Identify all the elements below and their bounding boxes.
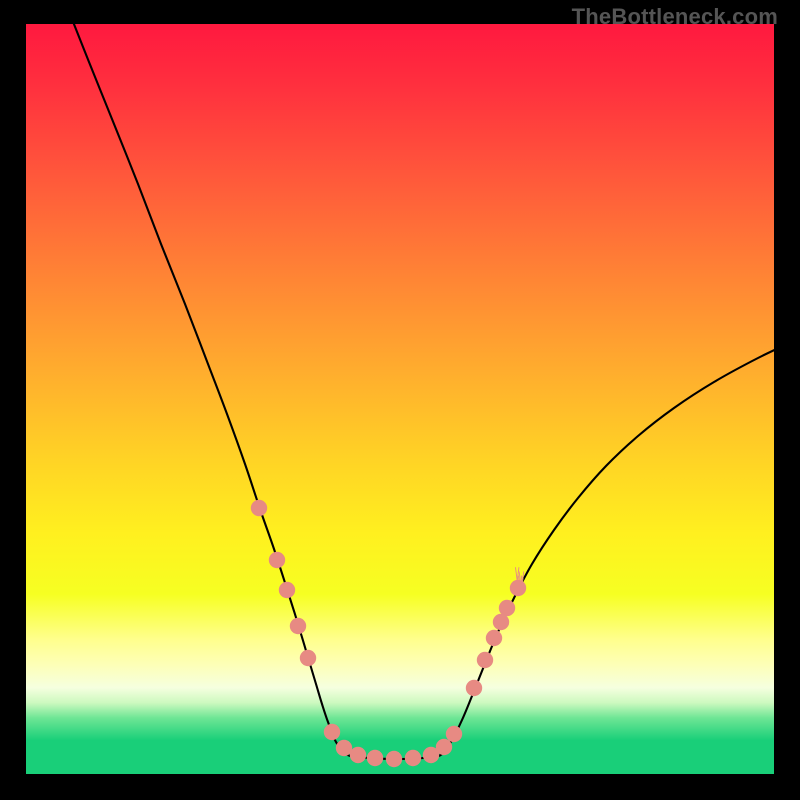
data-marker [477,652,493,668]
data-marker [290,618,306,634]
data-marker [436,739,452,755]
data-marker [367,750,383,766]
markers-left [251,500,316,666]
data-marker [279,582,295,598]
data-marker [269,552,285,568]
data-marker [446,726,462,742]
data-marker [336,740,352,756]
chart-frame: { "canvas": { "width": 800, "height": 80… [0,0,800,800]
data-marker [499,600,515,616]
data-marker [510,580,526,596]
data-marker [300,650,316,666]
data-marker [405,750,421,766]
data-marker [251,500,267,516]
data-marker [350,747,366,763]
data-marker [386,751,402,767]
markers-right [466,580,526,696]
plot-area [26,24,774,774]
chart-svg [26,24,774,774]
data-marker [493,614,509,630]
data-marker [324,724,340,740]
data-marker [466,680,482,696]
data-marker [486,630,502,646]
bottleneck-curve [66,24,774,759]
markers-floor [324,724,462,767]
watermark-text: TheBottleneck.com [572,4,778,30]
